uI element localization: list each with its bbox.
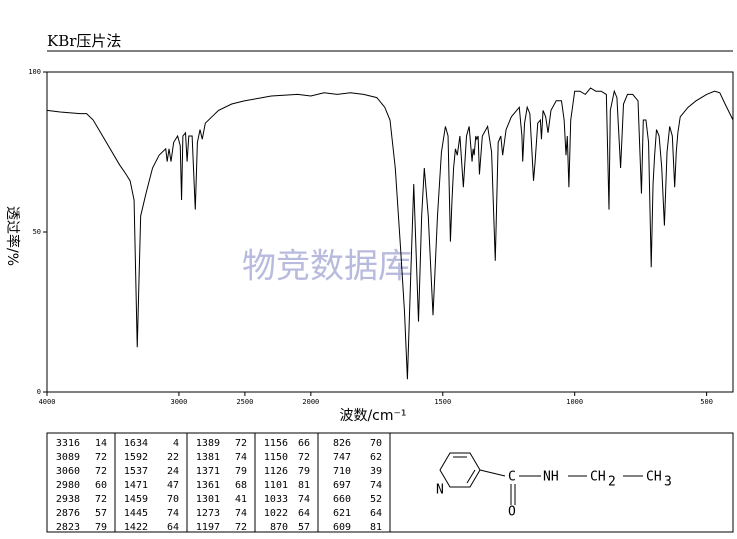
peak-transmittance: 64 [370, 508, 382, 519]
atom-sub: 2 [608, 475, 616, 490]
x-tick-label: 2000 [302, 398, 319, 406]
structure [439, 452, 643, 505]
peak-wavenumber: 1634 [124, 438, 148, 449]
peak-wavenumber: 1537 [124, 466, 148, 477]
peak-transmittance: 60 [95, 480, 107, 491]
spectrum-line [46, 87, 734, 380]
y-tick-label: 100 [28, 68, 41, 76]
peak-wavenumber: 1389 [196, 438, 220, 449]
peak-wavenumber: 1150 [264, 452, 288, 463]
atom: N [436, 483, 444, 498]
peak-wavenumber: 1471 [124, 480, 148, 491]
x-tick-label: 2500 [236, 398, 253, 406]
x-tick-label: 1500 [434, 398, 451, 406]
peak-wavenumber: 2876 [56, 508, 80, 519]
peak-wavenumber: 1422 [124, 522, 148, 533]
peak-transmittance: 81 [298, 480, 310, 491]
peak-wavenumber: 1156 [264, 438, 288, 449]
peak-wavenumber: 697 [333, 480, 351, 491]
peak-transmittance: 22 [167, 452, 179, 463]
y-tick-label: 50 [33, 228, 41, 236]
peak-wavenumber: 3316 [56, 438, 80, 449]
peak-transmittance: 74 [370, 480, 382, 491]
peak-transmittance: 74 [298, 494, 310, 505]
peak-wavenumber: 1101 [264, 480, 288, 491]
atom-sub: 3 [664, 475, 672, 490]
peak-transmittance: 39 [370, 466, 382, 477]
chart-title: KBr压片法 [47, 32, 121, 50]
peak-wavenumber: 621 [333, 508, 351, 519]
x-tick-label: 4000 [39, 398, 56, 406]
peak-wavenumber: 747 [333, 452, 351, 463]
peak-transmittance: 72 [235, 438, 247, 449]
peak-wavenumber: 870 [270, 522, 288, 533]
peak-wavenumber: 609 [333, 522, 351, 533]
peak-transmittance: 64 [298, 508, 310, 519]
peak-transmittance: 70 [167, 494, 179, 505]
peak-wavenumber: 826 [333, 438, 351, 449]
y-tick-label: 0 [37, 388, 41, 396]
peak-wavenumber: 1445 [124, 508, 148, 519]
peak-wavenumber: 1381 [196, 452, 220, 463]
peak-wavenumber: 1371 [196, 466, 220, 477]
peak-wavenumber: 1592 [124, 452, 148, 463]
peak-transmittance: 66 [298, 438, 310, 449]
peak-wavenumber: 3089 [56, 452, 80, 463]
peak-transmittance: 52 [370, 494, 382, 505]
peak-wavenumber: 1361 [196, 480, 220, 491]
peak-wavenumber: 1301 [196, 494, 220, 505]
peak-transmittance: 41 [235, 494, 247, 505]
peak-wavenumber: 1197 [196, 522, 220, 533]
peak-transmittance: 79 [298, 466, 310, 477]
peak-transmittance: 79 [95, 522, 107, 533]
watermark: 物竞数据库 [242, 247, 412, 287]
peak-transmittance: 57 [298, 522, 310, 533]
atom: CH [646, 470, 662, 485]
peak-transmittance: 70 [370, 438, 382, 449]
peak-transmittance: 14 [95, 438, 107, 449]
peak-wavenumber: 2980 [56, 480, 80, 491]
peak-transmittance: 74 [167, 508, 179, 519]
peak-table: 3316 14 3089 72 3060 72 2980 60 2938 72 2876 57 2823… [56, 433, 391, 533]
bond [479, 469, 506, 477]
x-tick-label: 500 [700, 398, 713, 406]
atom: NH [543, 470, 559, 485]
ring-bond [466, 469, 476, 484]
x-tick-label: 3000 [170, 398, 187, 406]
peak-transmittance: 57 [95, 508, 107, 519]
peak-wavenumber: 3060 [56, 466, 80, 477]
peak-transmittance: 74 [235, 452, 247, 463]
peak-transmittance: 72 [95, 452, 107, 463]
peak-transmittance: 72 [95, 466, 107, 477]
peak-transmittance: 79 [235, 466, 247, 477]
peak-wavenumber: 2938 [56, 494, 80, 505]
atom: O [508, 505, 516, 520]
peak-transmittance: 72 [95, 494, 107, 505]
peak-transmittance: 24 [167, 466, 179, 477]
peak-transmittance: 62 [370, 452, 382, 463]
y-axis-label: 透过率/% [4, 206, 21, 266]
peak-transmittance: 68 [235, 480, 247, 491]
peak-wavenumber: 710 [333, 466, 351, 477]
peak-wavenumber: 660 [333, 494, 351, 505]
peak-transmittance: 47 [167, 480, 179, 491]
x-tick-label: 1000 [566, 398, 583, 406]
peak-wavenumber: 1022 [264, 508, 288, 519]
x-axis-label: 波数/cm⁻¹ [339, 408, 406, 424]
peak-wavenumber: 1273 [196, 508, 220, 519]
peak-transmittance: 4 [173, 438, 179, 449]
peak-wavenumber: 1033 [264, 494, 288, 505]
atom: CH [590, 470, 606, 485]
peak-wavenumber: 1459 [124, 494, 148, 505]
peak-transmittance: 81 [370, 522, 382, 533]
peak-wavenumber: 1126 [264, 466, 288, 477]
atom: C [508, 470, 516, 485]
peak-wavenumber: 2823 [56, 522, 80, 533]
peak-transmittance: 64 [167, 522, 179, 533]
peak-transmittance: 72 [298, 452, 310, 463]
ring [439, 452, 481, 488]
peak-transmittance: 74 [235, 508, 247, 519]
peak-transmittance: 72 [235, 522, 247, 533]
